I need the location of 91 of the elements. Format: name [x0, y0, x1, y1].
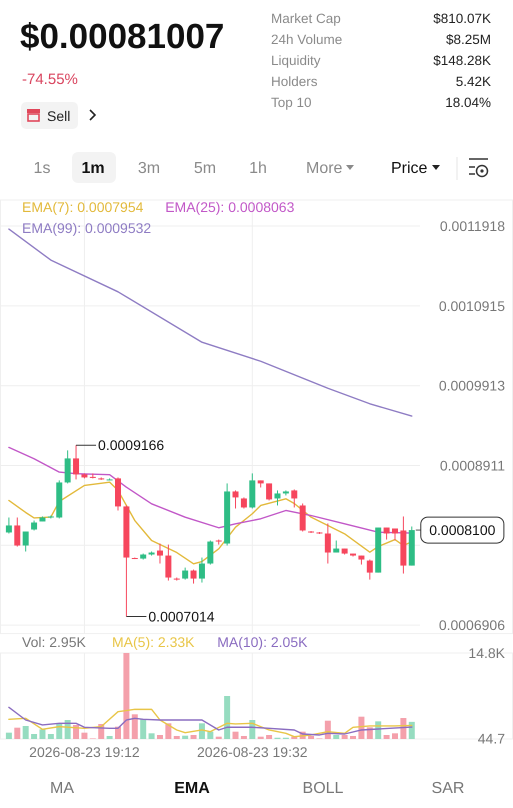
candlestick	[182, 567, 188, 580]
text: EMA(25): 0.0008063	[165, 199, 295, 215]
candlestick	[384, 527, 390, 540]
bar	[48, 734, 54, 739]
y-tick-label: 0.0011918	[440, 218, 506, 234]
annotation: 0.0008100	[429, 522, 496, 538]
bar	[39, 729, 46, 739]
bar	[384, 734, 390, 739]
candlestick	[291, 488, 298, 508]
bar	[182, 736, 188, 739]
y-tick-label: 44.7	[478, 730, 506, 747]
bar	[333, 734, 340, 739]
bar	[224, 696, 230, 739]
candlestick	[266, 482, 272, 501]
text: 3m	[138, 160, 160, 177]
text: 1s	[34, 160, 50, 177]
text: 1h	[249, 160, 267, 177]
candlestick	[22, 531, 29, 552]
bar	[408, 722, 415, 739]
text: Market Cap	[271, 11, 341, 26]
bar	[31, 734, 38, 739]
text: $8.25M	[446, 32, 491, 47]
candlestick	[333, 540, 340, 554]
text: EMA(7): 0.0007954	[22, 199, 144, 215]
y-tick-label: 0.0006906	[438, 617, 506, 634]
y-tick-label: 14.8K	[468, 644, 506, 661]
bar	[350, 736, 356, 739]
annotation: 0.0007014	[148, 608, 215, 624]
candlestick	[190, 569, 197, 584]
bar	[207, 732, 214, 739]
text: $0.00081007	[20, 17, 224, 56]
candlestick	[14, 516, 20, 548]
bar	[190, 734, 197, 739]
text: Vol: 2.95K	[22, 634, 86, 650]
bar	[240, 736, 247, 739]
y-tick-label: 0.0010915	[438, 298, 506, 314]
x-tick-label: 2026-08-23 19:32	[197, 744, 308, 760]
text: 18.04%	[445, 95, 491, 110]
text: 1m	[81, 160, 105, 177]
bar	[14, 728, 20, 739]
bar	[81, 732, 88, 739]
candlestick	[207, 540, 214, 566]
candlestick	[366, 559, 373, 580]
bar	[148, 733, 155, 739]
candlestick	[274, 490, 280, 506]
bar	[156, 734, 163, 739]
candlestick	[31, 520, 38, 531]
y-tick-label: 0.0008911	[440, 457, 506, 474]
text: MA(10): 2.05K	[217, 634, 308, 650]
text: SAR	[432, 780, 464, 797]
bar	[342, 734, 348, 739]
candlestick	[324, 522, 331, 564]
text: $810.07K	[433, 11, 491, 26]
text: More	[306, 160, 343, 177]
text: EMA	[174, 780, 210, 797]
candlestick	[73, 444, 80, 480]
bar	[266, 734, 272, 739]
x-tick-label: 2026-08-23 19:12	[29, 744, 140, 760]
text: Price	[391, 160, 428, 177]
bar	[140, 719, 146, 739]
bar	[22, 726, 29, 739]
candlestick	[156, 543, 163, 564]
bar	[392, 733, 398, 739]
text: Holders	[271, 74, 318, 89]
text: BOLL	[302, 780, 344, 797]
bar	[132, 714, 138, 739]
candlestick	[232, 490, 239, 509]
y-tick-label: 0.0009913	[438, 378, 506, 394]
text: MA(5): 2.33K	[112, 634, 196, 650]
text: Liquidity	[271, 53, 321, 68]
text: Top 10	[271, 95, 312, 110]
series-label: EMA(99): 0.0009532	[22, 220, 152, 236]
text: 5m	[194, 160, 216, 177]
bar	[123, 653, 130, 739]
text: 24h Volume	[271, 32, 342, 47]
candlestick	[198, 557, 205, 584]
bar	[106, 736, 113, 739]
bar	[174, 736, 180, 739]
bar	[308, 736, 314, 739]
annotation: 0.0009166	[98, 437, 164, 454]
candlestick	[6, 516, 12, 534]
text: Sell	[47, 108, 70, 124]
text: MA	[50, 780, 74, 797]
candlestick	[165, 544, 172, 582]
candlestick	[392, 528, 398, 542]
bar	[232, 732, 239, 739]
bar	[6, 732, 12, 739]
candlestick	[240, 496, 247, 509]
text: -74.55%	[22, 71, 78, 88]
text: 5.42K	[456, 74, 491, 89]
text: $148.28K	[433, 53, 491, 68]
